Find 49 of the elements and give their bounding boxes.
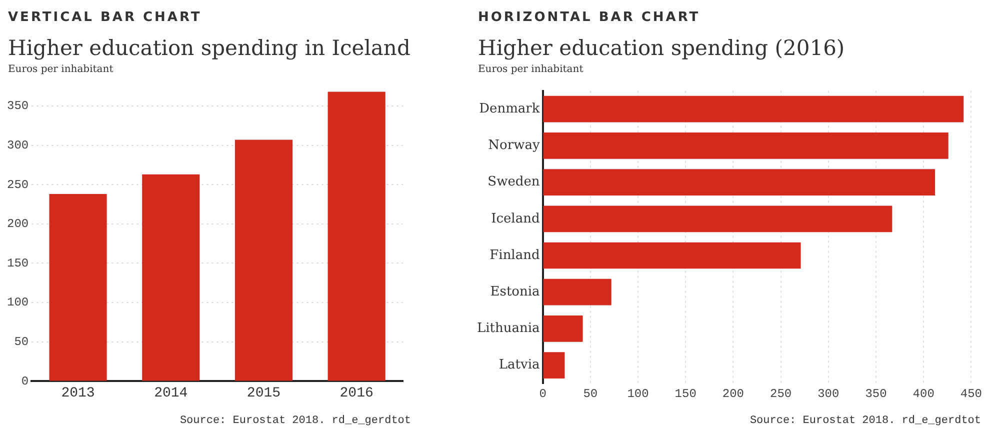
text: VERTICAL BAR CHART (8, 10, 202, 25)
y-tick-label: Sweden (488, 174, 540, 190)
y-tick-label: 250 (6, 178, 29, 192)
bar (142, 174, 200, 381)
chart-subtitle: Euros per inhabitant (478, 64, 584, 75)
y-tick-label: 50 (14, 335, 29, 350)
source-note: Source: Eurostat 2018. rd_e_gerdtot (750, 415, 981, 427)
x-tick-label: 450 (960, 386, 982, 401)
x-tick-label: 350 (865, 386, 887, 401)
bar (234, 140, 293, 381)
x-tick-label: 150 (674, 386, 696, 401)
x-tick-label: 200 (722, 386, 744, 401)
x-tick-label: 400 (912, 386, 934, 401)
bar (543, 132, 948, 159)
bar (543, 352, 565, 378)
bar (543, 206, 892, 232)
text: HORIZONTAL BAR CHART (478, 10, 700, 25)
x-tick-label: 2014 (154, 385, 188, 402)
bar (543, 316, 583, 342)
bar (49, 194, 107, 381)
bar (543, 169, 936, 196)
x-tick-label: 2016 (340, 385, 374, 402)
x-tick-label: 250 (770, 386, 792, 401)
y-tick-label: Iceland (491, 211, 540, 226)
chart-title: Higher education spending (2016) (478, 36, 845, 60)
bar (328, 92, 386, 381)
y-tick-label: Lithuania (476, 321, 540, 336)
y-tick-label: 0 (21, 374, 29, 388)
y-tick-label: Estonia (490, 284, 540, 300)
x-tick-label: 50 (583, 386, 598, 401)
bar (543, 96, 964, 122)
bar (543, 242, 801, 269)
y-tick-label: 200 (6, 217, 29, 232)
y-tick-label: 300 (6, 138, 29, 152)
y-tick-label: Latvia (498, 358, 540, 373)
y-tick-label: Denmark (479, 101, 540, 116)
x-tick-label: 100 (627, 386, 649, 401)
source-note: Source: Eurostat 2018. rd_e_gerdtot (180, 415, 411, 427)
x-tick-label: 2015 (246, 385, 281, 402)
x-tick-label: 300 (818, 386, 840, 401)
y-tick-label: Finland (490, 248, 540, 263)
y-tick-label: Norway (488, 138, 540, 154)
y-tick-label: 150 (6, 256, 29, 270)
bar (543, 278, 612, 306)
x-tick-label: 2013 (61, 385, 95, 402)
chart-title: Higher education spending in Iceland (8, 36, 410, 60)
chart-subtitle: Euros per inhabitant (8, 64, 114, 75)
y-tick-label: 350 (6, 99, 29, 114)
y-tick-label: 100 (6, 296, 29, 310)
